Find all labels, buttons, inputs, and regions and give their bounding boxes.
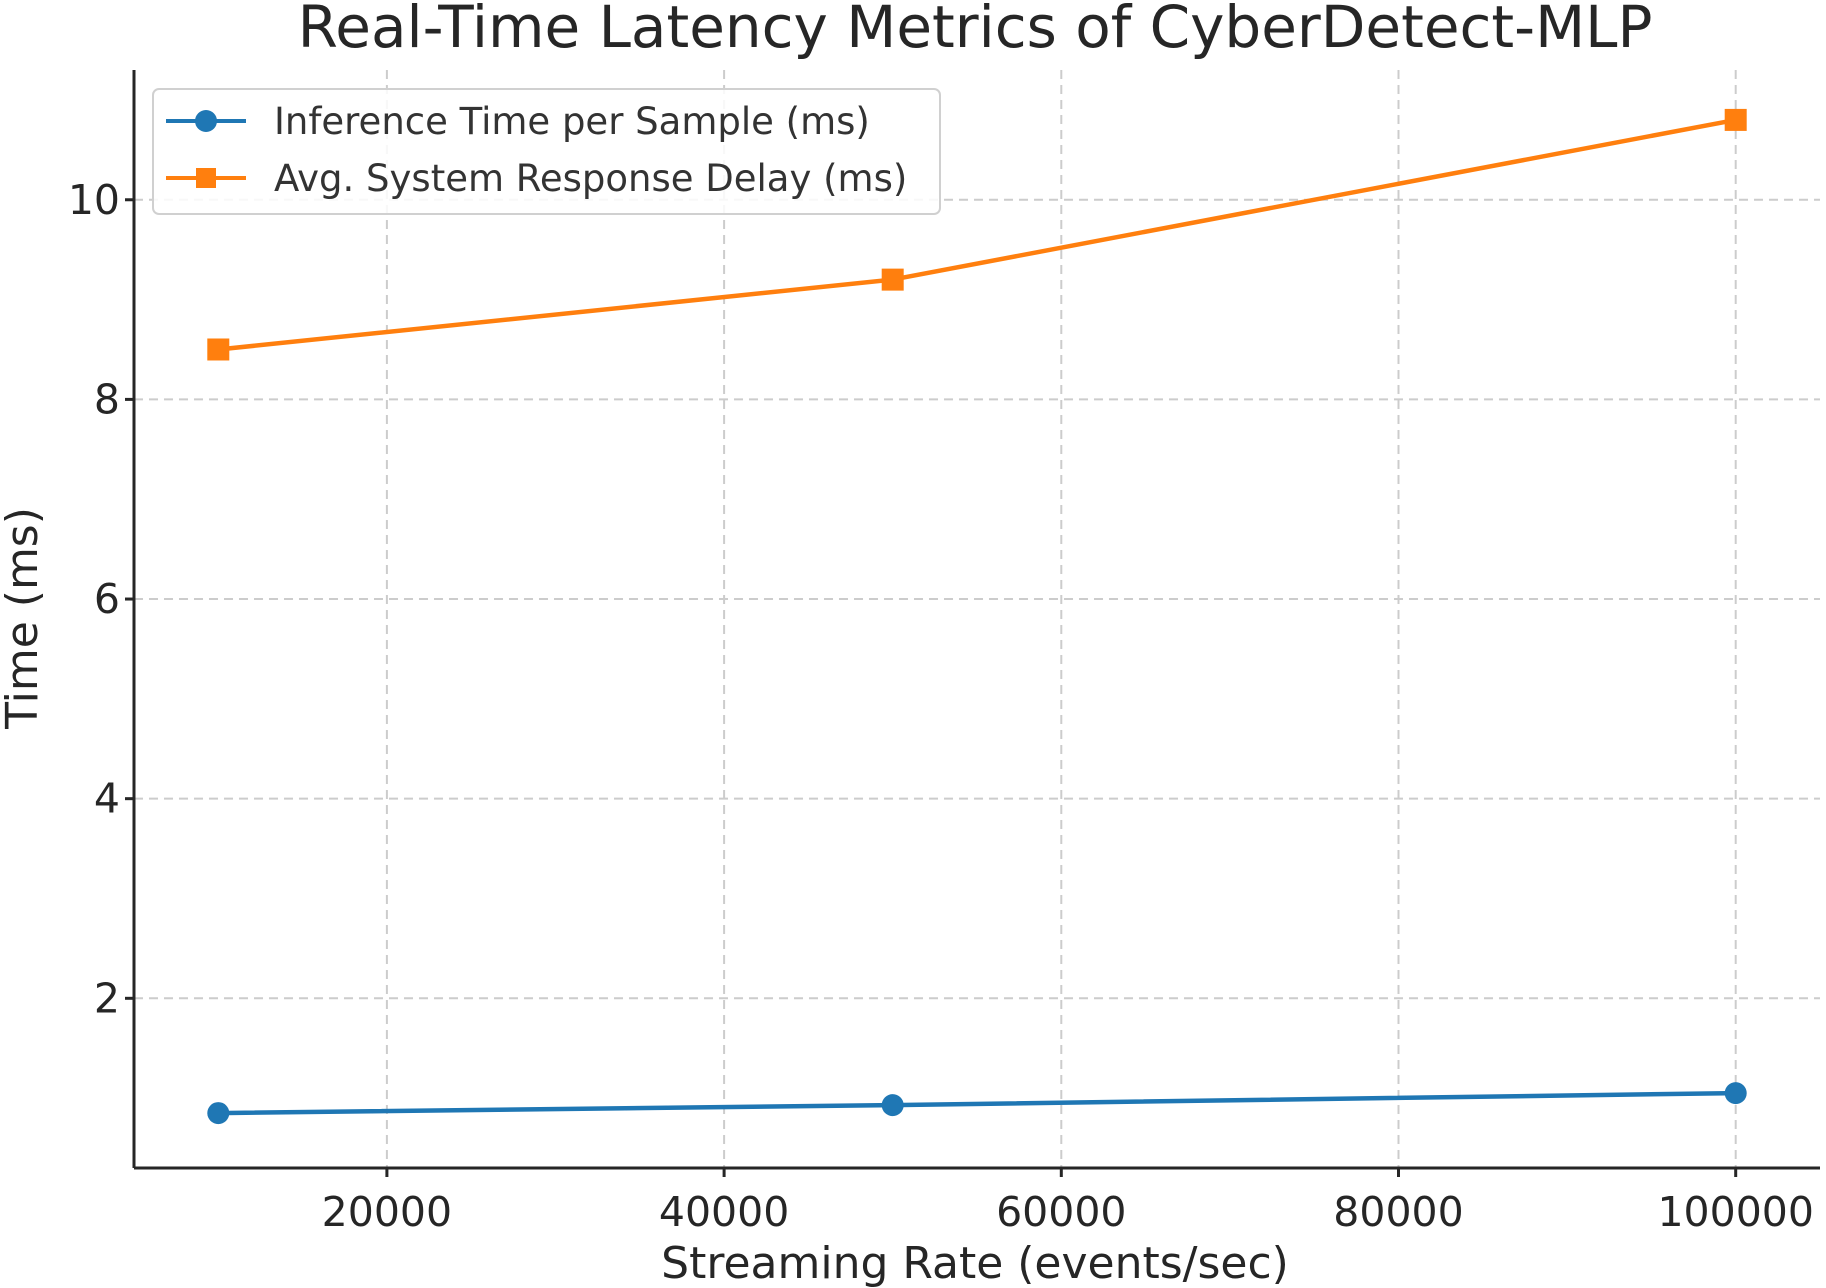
x-tick-label: 20000 bbox=[322, 1188, 452, 1236]
data-point bbox=[207, 338, 230, 361]
x-tick-label: 100000 bbox=[1657, 1188, 1814, 1236]
data-point bbox=[1724, 108, 1747, 131]
x-axis-ticks: 20000 40000 60000 80000 100000 bbox=[322, 1168, 1814, 1236]
y-axis-label: Time (ms) bbox=[0, 507, 48, 730]
series-1 bbox=[207, 108, 1747, 361]
legend-marker-response-delay bbox=[196, 168, 216, 188]
y-axis-ticks: 2 4 6 8 10 bbox=[68, 176, 134, 1022]
legend-marker-inference-time bbox=[195, 110, 217, 132]
x-tick-label: 60000 bbox=[996, 1188, 1126, 1236]
y-tick-label: 10 bbox=[68, 176, 120, 224]
x-tick-label: 80000 bbox=[1333, 1188, 1463, 1236]
legend-item-inference-time: Inference Time per Sample (ms) bbox=[166, 100, 870, 143]
y-tick-label: 2 bbox=[94, 974, 120, 1022]
grid-lines bbox=[134, 70, 1820, 1168]
series-0 bbox=[207, 1082, 1747, 1125]
y-tick-label: 6 bbox=[94, 575, 120, 623]
chart-title: Real-Time Latency Metrics of CyberDetect… bbox=[298, 0, 1653, 61]
x-tick-label: 40000 bbox=[659, 1188, 789, 1236]
legend-frame bbox=[152, 88, 941, 215]
series-layer bbox=[207, 108, 1747, 1125]
x-axis-label: Streaming Rate (events/sec) bbox=[661, 1238, 1289, 1288]
data-point bbox=[881, 268, 904, 291]
axes-spines bbox=[132, 70, 1820, 1170]
legend-label-inference-time: Inference Time per Sample (ms) bbox=[274, 100, 870, 143]
y-tick-label: 4 bbox=[94, 775, 120, 823]
legend-label-response-delay: Avg. System Response Delay (ms) bbox=[274, 157, 907, 200]
chart-legend: Inference Time per Sample (ms) Avg. Syst… bbox=[152, 88, 941, 215]
data-point bbox=[207, 1102, 230, 1125]
data-point bbox=[1724, 1082, 1747, 1105]
y-tick-label: 8 bbox=[94, 375, 120, 423]
series-line bbox=[216, 1090, 1738, 1116]
legend-item-response-delay: Avg. System Response Delay (ms) bbox=[166, 157, 907, 200]
data-point bbox=[881, 1094, 904, 1117]
